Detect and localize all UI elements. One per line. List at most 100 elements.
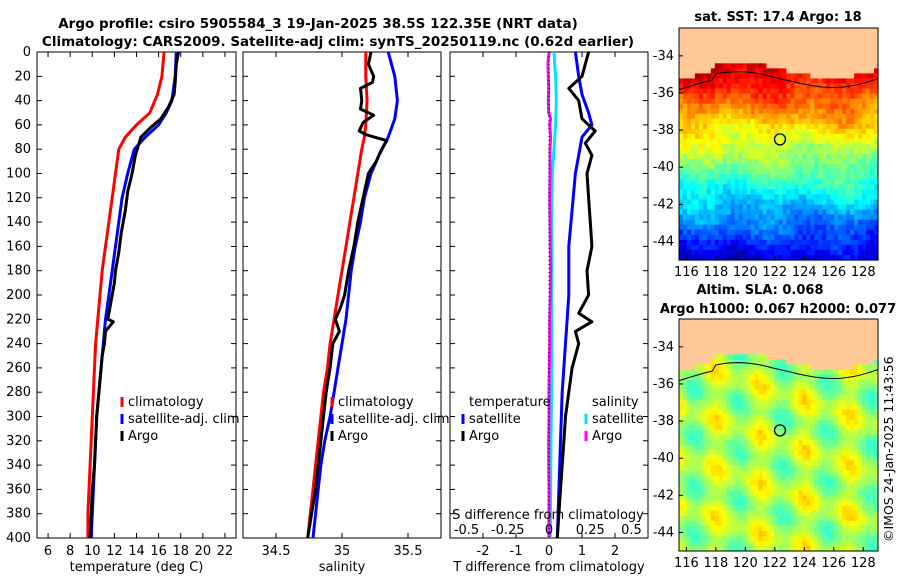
map-cell	[758, 48, 764, 54]
map-cell	[862, 164, 867, 170]
map-cell	[734, 174, 740, 180]
map-cell	[802, 480, 807, 487]
map-cell	[858, 369, 863, 376]
map-cell	[686, 204, 692, 211]
map-cell	[746, 229, 752, 236]
map-cell	[842, 429, 847, 436]
map-cell	[694, 485, 700, 492]
map-cell	[854, 199, 859, 206]
map-cell	[818, 219, 823, 226]
map-cell	[806, 108, 811, 115]
map-cell	[874, 525, 879, 532]
map-cell	[730, 98, 736, 105]
map-cell	[734, 249, 740, 256]
map-cell	[718, 229, 724, 236]
map-cell	[734, 73, 740, 80]
map-cell	[718, 169, 724, 175]
map-cell	[690, 179, 696, 185]
map-cell	[818, 505, 823, 512]
map-cell	[750, 154, 756, 160]
map-cell	[790, 174, 796, 180]
map-cell	[778, 419, 784, 426]
map-cell	[679, 224, 684, 231]
map-cell	[734, 209, 740, 216]
map-cell	[810, 319, 815, 325]
map-cell	[826, 535, 831, 542]
map-cell	[682, 394, 688, 401]
map-cell	[846, 249, 851, 256]
map-cell	[730, 224, 736, 231]
map-cell	[806, 404, 811, 411]
map-cell	[754, 53, 760, 59]
map-cell	[838, 455, 843, 461]
map-cell	[714, 490, 720, 497]
map-cell	[862, 505, 867, 512]
y-tick-label: -38	[653, 414, 674, 429]
map-cell	[822, 28, 827, 34]
map-cell	[702, 429, 708, 436]
map-cell	[818, 334, 823, 340]
map-cell	[778, 475, 784, 481]
map-cell	[746, 404, 752, 411]
map-cell	[806, 445, 811, 451]
map-cell	[814, 379, 819, 386]
map-cell	[750, 414, 756, 421]
map-cell	[694, 374, 700, 381]
map-cell	[790, 359, 796, 365]
map-cell	[830, 419, 835, 426]
map-cell	[814, 88, 819, 95]
map-cell	[690, 354, 696, 360]
map-cell	[782, 28, 788, 34]
map-cell	[706, 419, 712, 426]
map-cell	[742, 460, 748, 466]
map-cell	[718, 179, 724, 185]
map-cell	[858, 500, 863, 507]
map-cell	[722, 364, 728, 371]
map-cell	[730, 404, 736, 411]
map-cell	[822, 540, 827, 547]
map-cell	[794, 254, 799, 261]
map-cell	[742, 445, 748, 451]
map-cell	[686, 450, 692, 456]
map-cell	[750, 194, 756, 201]
map-cell	[814, 319, 819, 325]
map-cell	[714, 475, 720, 481]
map-cell	[762, 450, 768, 456]
map-cell	[738, 374, 744, 381]
map-cell	[782, 179, 788, 185]
map-cell	[706, 460, 712, 466]
map-cell	[730, 344, 736, 350]
map-cell	[718, 234, 724, 241]
map-cell	[718, 429, 724, 436]
map-cell	[798, 460, 803, 466]
map-cell	[866, 174, 871, 180]
map-cell	[826, 229, 831, 236]
map-cell	[858, 133, 863, 140]
map-cell	[738, 184, 744, 190]
map-cell	[838, 209, 843, 216]
map-cell	[850, 108, 855, 115]
map-cell	[682, 530, 688, 537]
map-cell	[766, 384, 772, 391]
map-cell	[810, 249, 815, 256]
legend-entry: temperature	[469, 395, 551, 410]
map-cell	[778, 364, 784, 371]
map-cell	[718, 324, 724, 330]
map-cell	[806, 460, 811, 466]
map-cell	[814, 53, 819, 59]
map-cell	[842, 389, 847, 396]
map-cell	[702, 535, 708, 542]
map-cell	[738, 133, 744, 140]
map-cell	[766, 118, 772, 125]
map-cell	[742, 28, 748, 34]
map-cell	[838, 219, 843, 226]
map-cell	[842, 354, 847, 360]
map-cell	[774, 73, 780, 80]
map-cell	[818, 113, 823, 120]
map-cell	[774, 394, 780, 401]
map-cell	[682, 214, 688, 221]
map-cell	[718, 455, 724, 461]
map-cell	[842, 53, 847, 59]
map-cell	[810, 73, 815, 80]
map-cell	[830, 319, 835, 325]
